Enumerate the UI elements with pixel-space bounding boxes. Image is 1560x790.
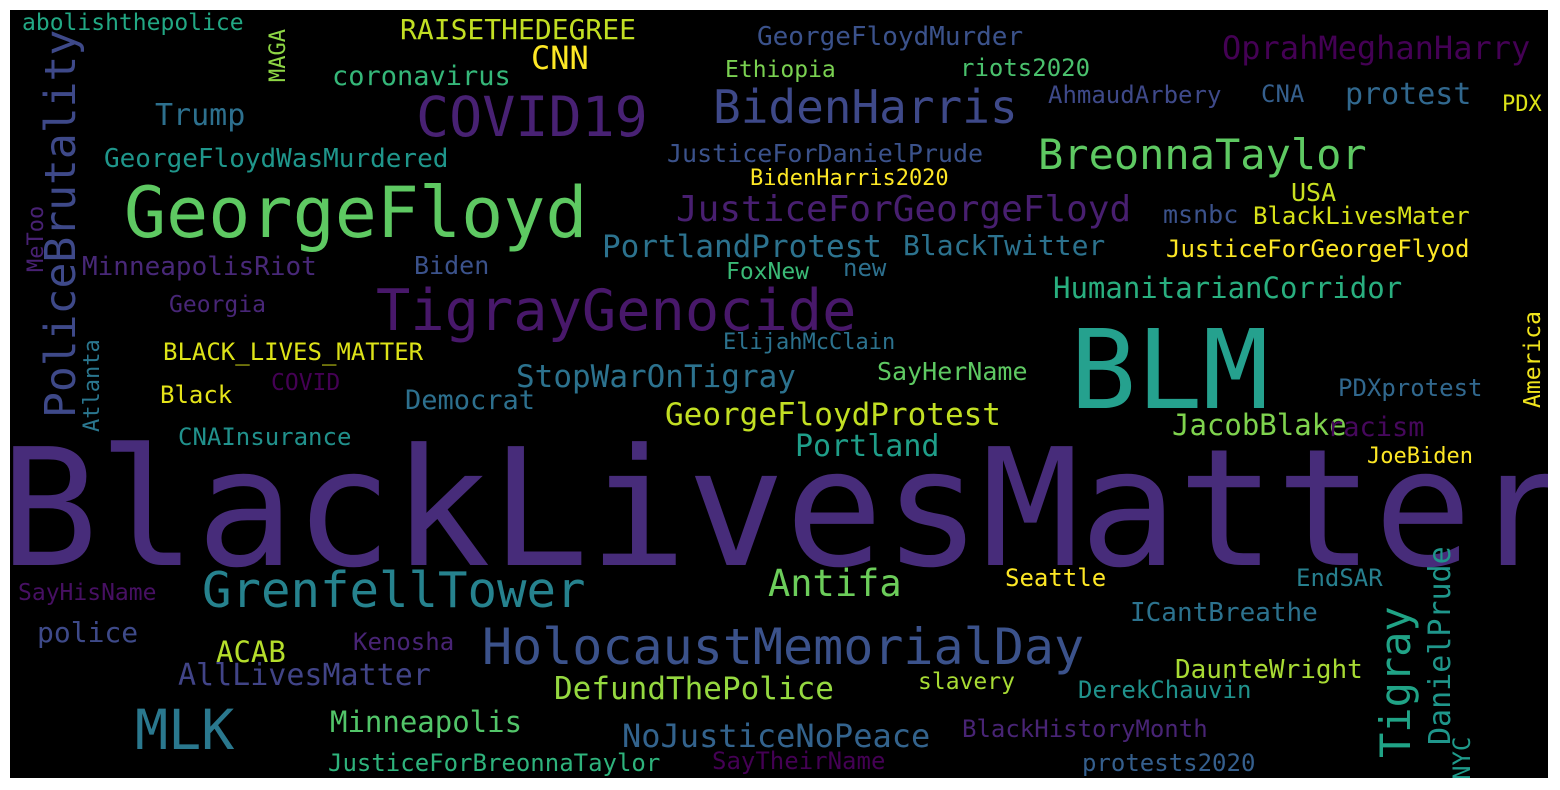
word: abolishthepolice [22, 10, 244, 36]
word: DerekChauvin [1078, 676, 1252, 704]
word: JacobBlake [1172, 408, 1347, 442]
word: SayTheirName [712, 747, 886, 775]
word: PDXprotest [1338, 374, 1483, 402]
word: BreonnaTaylor [1038, 130, 1367, 179]
word: MLK [135, 698, 235, 762]
word: GeorgeFloyd [124, 172, 588, 254]
word: coronavirus [332, 61, 511, 92]
word: Seattle [1005, 564, 1107, 592]
word: DanielPrude [1423, 546, 1458, 745]
word: BlackTwitter [903, 229, 1106, 262]
word: JusticeForBreonnaTaylor [328, 749, 661, 777]
word: HolocaustMemorialDay [482, 618, 1085, 676]
word: MinneapolisRiot [82, 252, 317, 282]
word: OprahMeghanHarry [1222, 29, 1531, 67]
word: JusticeForGeorgeFlyod [1166, 235, 1470, 263]
word: Kenosha [353, 628, 455, 656]
word: ICantBreathe [1130, 598, 1318, 628]
word: BlackLivesMater [1253, 202, 1470, 230]
word: protests2020 [1082, 749, 1256, 777]
word: BLM [1070, 306, 1269, 434]
word: msnbc [1163, 200, 1239, 229]
word: CNN [531, 39, 589, 77]
word: BidenHarris [713, 80, 1018, 134]
word: Portland [795, 429, 940, 464]
word: BLACK_LIVES_MATTER [163, 338, 424, 366]
word: Democrat [405, 385, 536, 416]
word: COVID19 [416, 85, 648, 149]
word: NYC [1448, 736, 1476, 778]
word: Atlanta [80, 339, 105, 432]
word: JusticeForGeorgeFloyd [676, 189, 1132, 230]
word: Biden [414, 251, 490, 280]
word: USA [1291, 178, 1337, 207]
word: racism [1327, 412, 1425, 443]
word: GeorgeFloydWasMurdered [104, 144, 449, 174]
word: JoeBiden [1367, 444, 1473, 469]
word: AhmaudArbery [1048, 81, 1222, 109]
word: new [843, 254, 887, 282]
word: SayHisName [18, 580, 157, 606]
word: HumanitarianCorridor [1053, 271, 1403, 305]
word: GeorgeFloydMurder [757, 22, 1024, 52]
word: GeorgeFloydProtest [665, 397, 1001, 433]
word: ACAB [216, 635, 286, 669]
word: PDX [1502, 92, 1542, 117]
word: Trump [155, 98, 246, 133]
word: protest [1345, 77, 1472, 112]
word-cloud: BlackLivesMatter BLM GeorgeFloyd TigrayG… [10, 10, 1548, 778]
word: EndSAR [1296, 564, 1383, 592]
word: RAISETHEDEGREE [400, 13, 637, 46]
word: DaunteWright [1175, 655, 1363, 685]
word: America [1520, 311, 1546, 408]
word: Antifa [768, 562, 902, 605]
word: BlackHistoryMonth [962, 715, 1208, 743]
word: Georgia [169, 292, 266, 318]
word: CNA [1261, 80, 1305, 108]
word: NoJusticeNoPeace [622, 717, 931, 755]
word: Tigray [1371, 606, 1420, 758]
word: CNAInsurance [178, 423, 352, 451]
word: riots2020 [960, 54, 1091, 82]
word: Ethiopia [725, 57, 836, 83]
word: FoxNew [726, 259, 810, 285]
word: police [37, 616, 139, 649]
word: BidenHarris2020 [750, 166, 949, 191]
word: TigrayGenocide [376, 278, 857, 344]
word: PortlandProtest [602, 229, 882, 265]
word: Black [160, 381, 233, 409]
word: DefundThePolice [554, 671, 834, 707]
word: Minneapolis [330, 705, 523, 739]
word: ElijahMcClain [723, 330, 896, 355]
word: SayHerName [877, 357, 1028, 386]
word: slavery [918, 669, 1015, 695]
word: MAGA [266, 29, 291, 82]
word: StopWarOnTigray [516, 359, 796, 395]
word: BlackLivesMatter [10, 415, 1548, 604]
word: GrenfellTower [202, 562, 586, 619]
word: JusticeForDanielPrude [667, 139, 984, 168]
word: COVID [271, 370, 341, 396]
word: MeToo [24, 205, 49, 272]
word: AllLivesMatter [178, 658, 431, 693]
